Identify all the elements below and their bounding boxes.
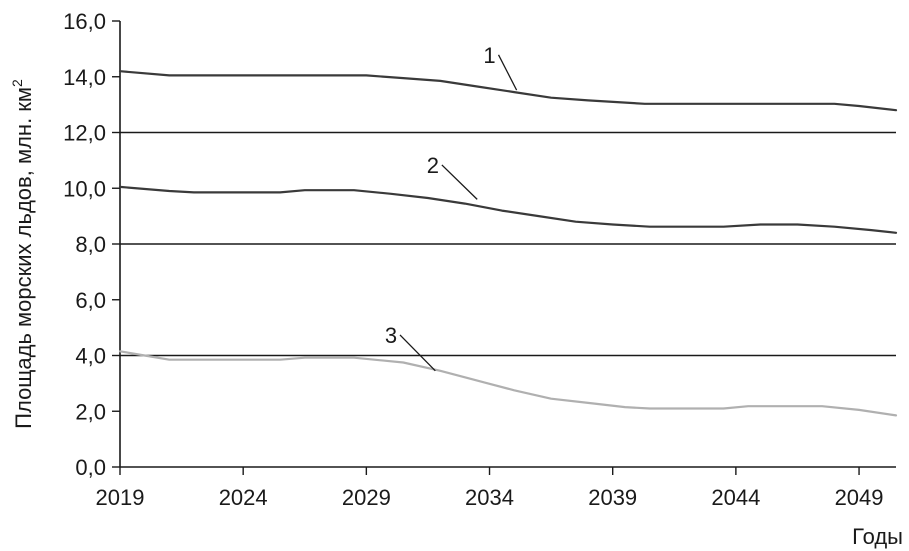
y-axis-title-text: Площадь морских льдов, млн. км bbox=[11, 87, 36, 429]
y-tick-label: 14,0 bbox=[63, 65, 106, 90]
y-tick-label: 6,0 bbox=[75, 288, 106, 313]
series-1-leader-line bbox=[497, 54, 518, 91]
y-tick-label: 4,0 bbox=[75, 344, 106, 369]
y-tick-label: 10,0 bbox=[63, 176, 106, 201]
x-tick-label: 2049 bbox=[835, 485, 884, 510]
y-axis-title-superscript: 2 bbox=[9, 79, 25, 87]
y-axis-title: Площадь морских льдов, млн. км2 bbox=[9, 79, 36, 429]
series-2-label: 2 bbox=[427, 153, 439, 178]
axis-ticks: 0,0 2,0 4,0 6,0 8,0 10,0 12,0 14,0 16,0 2019 2024 2… bbox=[63, 9, 883, 510]
y-tick-label: 8,0 bbox=[75, 232, 106, 257]
series-2-leader-line bbox=[441, 164, 478, 200]
x-tick-label: 2024 bbox=[219, 485, 268, 510]
series-1-label: 1 bbox=[483, 43, 495, 68]
x-tick-label: 2044 bbox=[711, 485, 760, 510]
series-3-leader-line bbox=[399, 334, 436, 372]
x-tick-label: 2019 bbox=[96, 485, 145, 510]
grid-lines bbox=[120, 131, 896, 357]
series-lines bbox=[118, 70, 898, 417]
series-2-line bbox=[118, 185, 898, 234]
y-tick-label: 2,0 bbox=[75, 399, 106, 424]
series-annotations: 1 2 3 bbox=[385, 43, 518, 372]
x-tick-label: 2034 bbox=[465, 485, 514, 510]
series-3-label: 3 bbox=[385, 323, 397, 348]
y-tick-label: 0,0 bbox=[75, 455, 106, 480]
series-3-line bbox=[118, 350, 898, 417]
x-axis-title: Годы bbox=[852, 524, 903, 549]
y-tick-label: 16,0 bbox=[63, 9, 106, 34]
x-tick-label: 2029 bbox=[342, 485, 391, 510]
y-tick-label: 12,0 bbox=[63, 121, 106, 146]
series-1-line bbox=[118, 70, 898, 112]
x-tick-label: 2039 bbox=[588, 485, 637, 510]
